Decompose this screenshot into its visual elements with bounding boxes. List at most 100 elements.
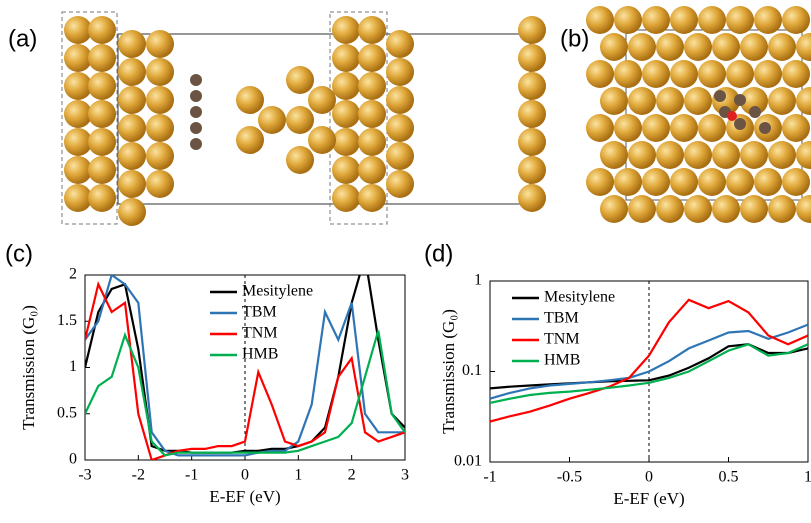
- x-tick-label: -3: [78, 467, 91, 484]
- x-tick-label: 1: [804, 469, 811, 486]
- atom: [518, 44, 546, 72]
- atom: [796, 141, 811, 169]
- x-tick-label: 0: [241, 467, 249, 484]
- legend-label: Mesitylene: [242, 283, 313, 300]
- atom: [332, 44, 360, 72]
- y-tick-label: 2: [69, 266, 77, 283]
- atom: [88, 156, 116, 184]
- atom: [88, 44, 116, 72]
- y-tick-label: 0.01: [454, 453, 482, 470]
- atom: [358, 72, 386, 100]
- atom: [796, 87, 811, 115]
- atom: [642, 6, 670, 34]
- atom: [684, 87, 712, 115]
- atom: [358, 44, 386, 72]
- molecule-atom: [190, 90, 202, 102]
- atom: [332, 16, 360, 44]
- atom: [600, 141, 628, 169]
- atom: [118, 30, 146, 58]
- atom: [614, 60, 642, 88]
- y-tick-label: 1: [69, 358, 77, 375]
- atom: [358, 16, 386, 44]
- x-tick-label: 0.5: [719, 469, 739, 486]
- structure-b: [586, 6, 811, 223]
- atom: [684, 195, 712, 223]
- atom: [600, 195, 628, 223]
- y-tick-label: 0: [69, 451, 77, 468]
- atom: [332, 156, 360, 184]
- atom: [628, 87, 656, 115]
- atom: [88, 128, 116, 156]
- molecule-atom: [759, 122, 771, 134]
- molecule-atom: [734, 118, 746, 130]
- atom: [236, 126, 264, 154]
- atom: [88, 184, 116, 212]
- atom: [258, 106, 286, 134]
- legend-label: TNM: [242, 325, 278, 342]
- atom: [628, 33, 656, 61]
- atom: [670, 168, 698, 196]
- atom: [518, 16, 546, 44]
- series-line: [85, 330, 405, 457]
- panel-label: (c): [5, 240, 33, 267]
- atom: [118, 198, 146, 226]
- atom: [518, 100, 546, 128]
- atom: [754, 168, 782, 196]
- atom: [386, 58, 414, 86]
- atom: [698, 168, 726, 196]
- atom: [600, 33, 628, 61]
- y-tick-label: 1.5: [57, 312, 77, 329]
- atom: [628, 141, 656, 169]
- atom: [386, 30, 414, 58]
- atom: [286, 66, 314, 94]
- atom: [628, 195, 656, 223]
- atom: [768, 195, 796, 223]
- atom: [768, 87, 796, 115]
- atom: [118, 142, 146, 170]
- atom: [740, 141, 768, 169]
- atom: [768, 141, 796, 169]
- atom: [518, 156, 546, 184]
- molecule-atom: [190, 106, 202, 118]
- molecule-atom: [734, 94, 746, 106]
- x-tick-label: -1: [483, 469, 496, 486]
- atom: [586, 168, 614, 196]
- x-tick-label: 0: [645, 469, 653, 486]
- atom: [64, 156, 92, 184]
- legend-label: Mesitylene: [544, 289, 615, 306]
- atom: [796, 33, 811, 61]
- atom: [88, 72, 116, 100]
- series-line: [85, 281, 405, 460]
- atom: [386, 114, 414, 142]
- atom: [726, 60, 754, 88]
- dashed-box: [329, 11, 388, 225]
- atom: [386, 170, 414, 198]
- atom: [684, 141, 712, 169]
- atom: [236, 86, 264, 114]
- atom: [712, 195, 740, 223]
- molecule-atom: [190, 122, 202, 134]
- dashed-box: [61, 11, 118, 225]
- y-tick-label: 1: [474, 272, 482, 289]
- atom: [754, 6, 782, 34]
- legend-label: TBM: [242, 304, 277, 321]
- legend-label: HMB: [544, 352, 580, 369]
- atom: [782, 168, 810, 196]
- x-axis-label: E-EF (eV): [209, 487, 280, 506]
- atom: [614, 6, 642, 34]
- atom: [286, 106, 314, 134]
- atom: [146, 86, 174, 114]
- atom: [614, 168, 642, 196]
- atom: [332, 72, 360, 100]
- atom: [782, 60, 810, 88]
- atom: [332, 100, 360, 128]
- panel-label: (d): [424, 240, 453, 267]
- atom: [684, 33, 712, 61]
- molecule-atom: [749, 106, 761, 118]
- atom: [118, 170, 146, 198]
- atom: [782, 6, 810, 34]
- atom: [698, 60, 726, 88]
- atom: [642, 114, 670, 142]
